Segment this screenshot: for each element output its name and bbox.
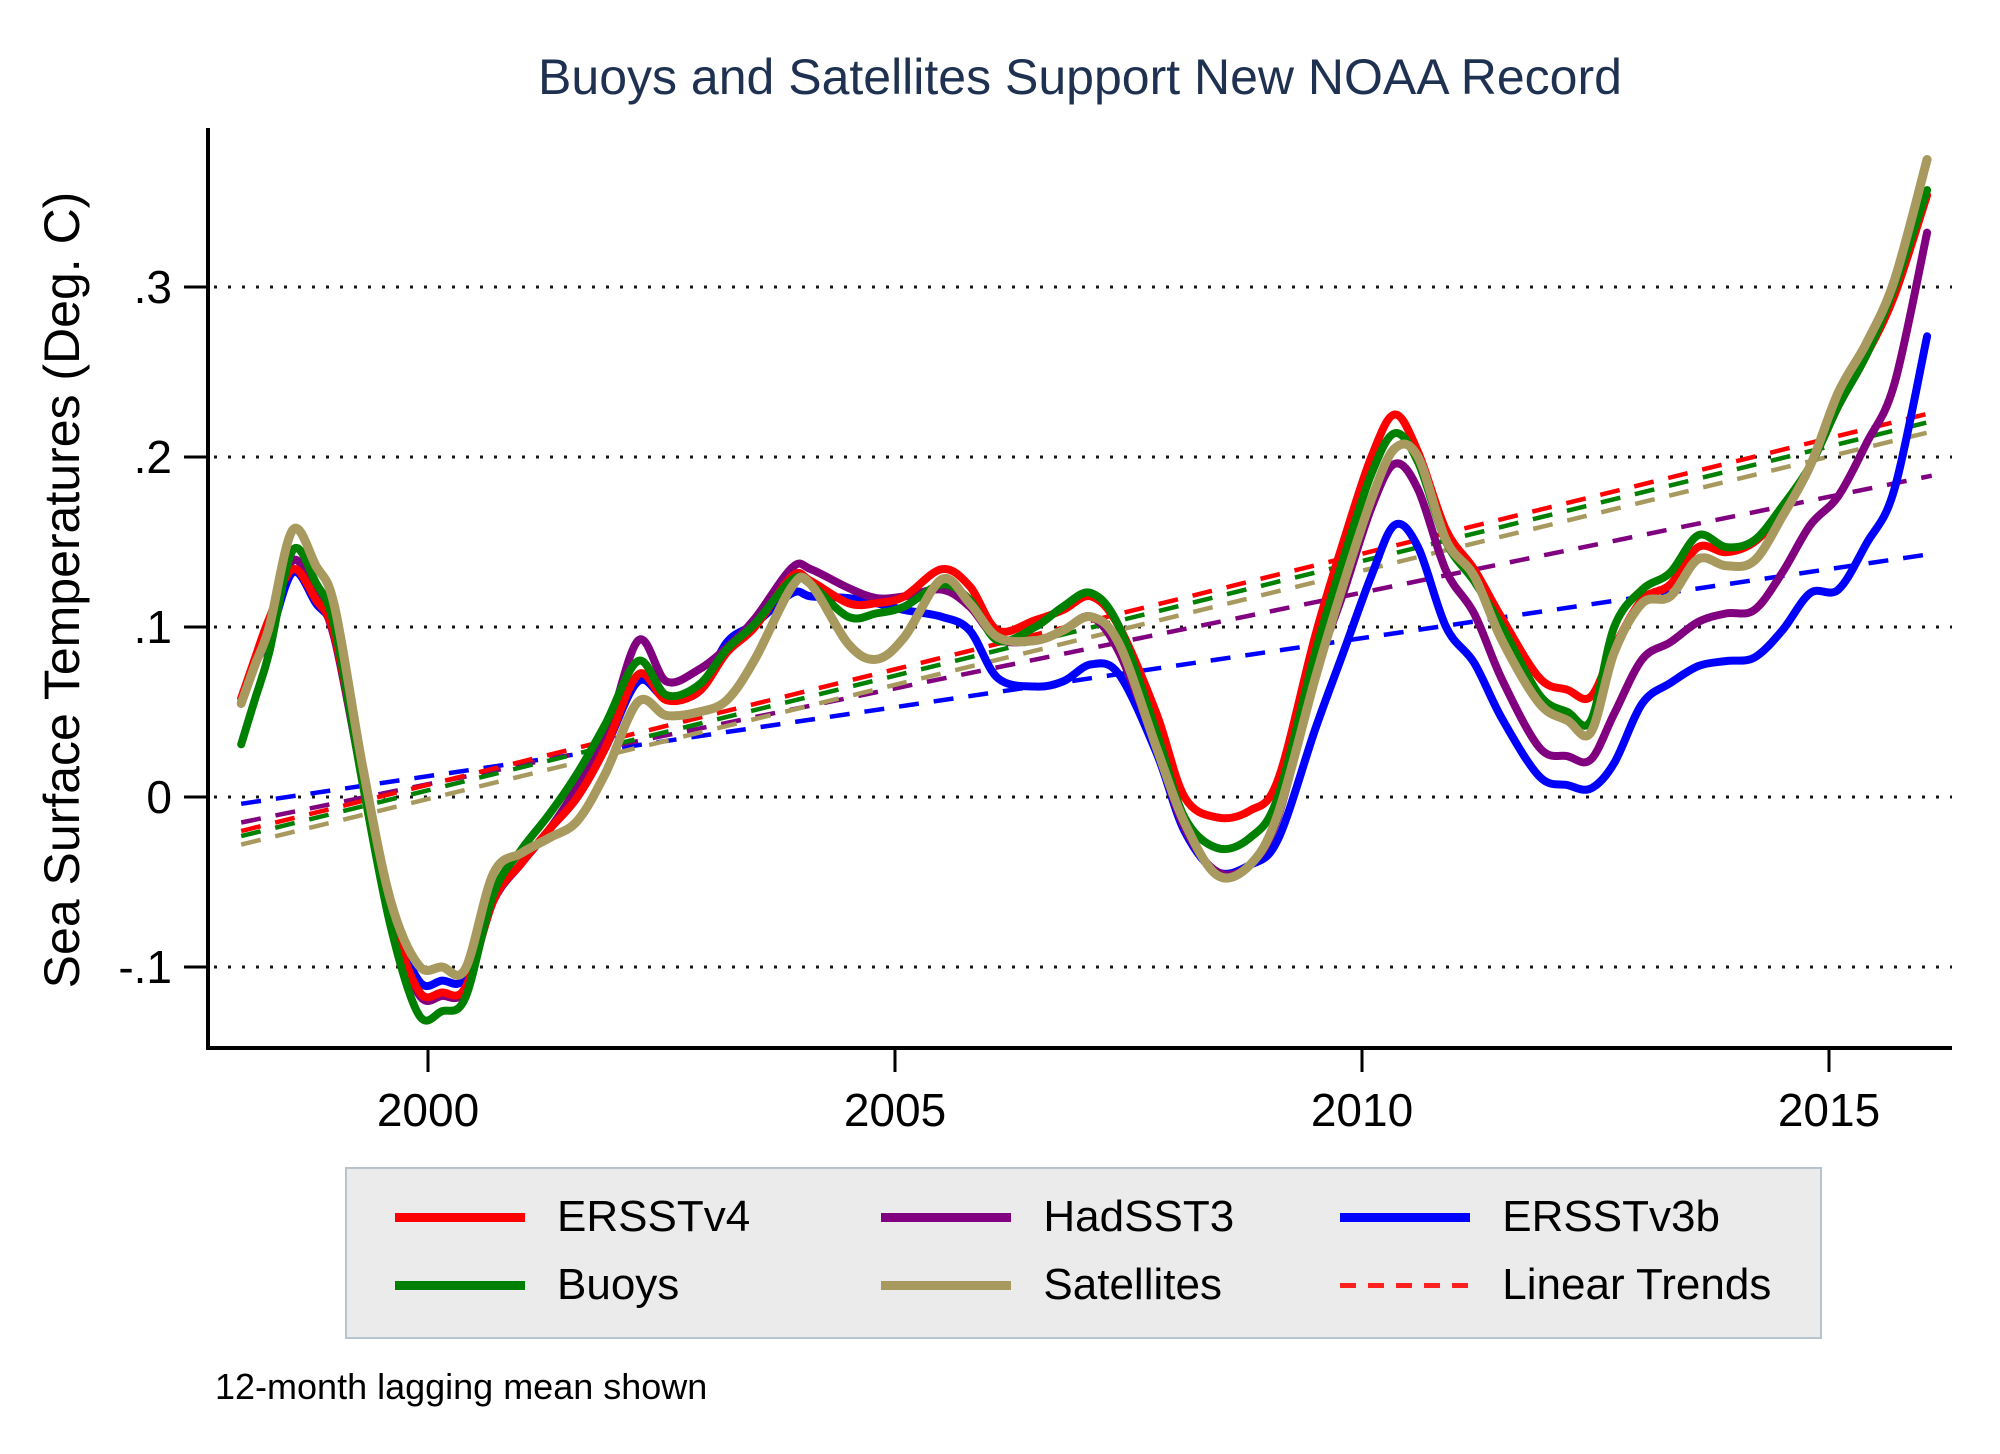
legend-item-satellites: Satellites — [881, 1260, 1340, 1310]
x-tick-label: 2005 — [844, 1084, 946, 1136]
legend-label: Satellites — [1043, 1260, 1222, 1309]
legend-item-ersstv4: ERSSTv4 — [395, 1192, 881, 1242]
ersstv3b-line-swatch — [1340, 1212, 1471, 1222]
y-tick-label: -.1 — [118, 941, 172, 993]
x-tick-label: 2015 — [1778, 1084, 1880, 1136]
y-tick-label: 0 — [146, 771, 172, 823]
legend-item-buoys: Buoys — [395, 1260, 881, 1310]
ersstv4-line-swatch — [395, 1212, 525, 1222]
series-line-Buoys — [237, 186, 1932, 1025]
linear-trends-dashed-swatch — [1340, 1282, 1471, 1288]
axis-lines — [206, 128, 1952, 1050]
y-tick-label: .3 — [134, 261, 172, 313]
legend-label: ERSSTv3b — [1502, 1192, 1720, 1241]
trend-line-Satellites-trend — [240, 429, 1933, 847]
page-title: Buoys and Satellites Support New NOAA Re… — [538, 49, 1622, 105]
x-tick-label: 2000 — [377, 1084, 479, 1136]
hadsst3-line-swatch — [881, 1212, 1012, 1222]
legend-label: ERSSTv4 — [557, 1192, 751, 1241]
legend-label: Buoys — [557, 1260, 680, 1309]
legend-label: Linear Trends — [1502, 1260, 1772, 1309]
y-tick-label: .2 — [134, 431, 172, 483]
series-line-ERSSTv3b — [237, 332, 1932, 991]
legend-label: HadSST3 — [1043, 1192, 1235, 1241]
legend-item-ersstv3b: ERSSTv3b — [1340, 1192, 1790, 1242]
chart-caption: 12-month lagging mean shown — [215, 1366, 708, 1407]
chart-legend: ERSSTv4 HadSST3 ERSSTv3b Buoys Satellite… — [345, 1167, 1822, 1339]
x-tick-label: 2010 — [1311, 1084, 1413, 1136]
trend-line-ERSSTv4-trend — [240, 410, 1933, 834]
legend-item-hadsst3: HadSST3 — [881, 1192, 1340, 1242]
buoys-line-swatch — [395, 1280, 525, 1290]
y-tick-label: .1 — [134, 601, 172, 653]
satellites-line-swatch — [881, 1280, 1012, 1290]
trend-line-Buoys-trend — [240, 419, 1933, 839]
series-line-Satellites — [236, 155, 1932, 980]
legend-item-linear-trends: Linear Trends — [1340, 1260, 1790, 1310]
